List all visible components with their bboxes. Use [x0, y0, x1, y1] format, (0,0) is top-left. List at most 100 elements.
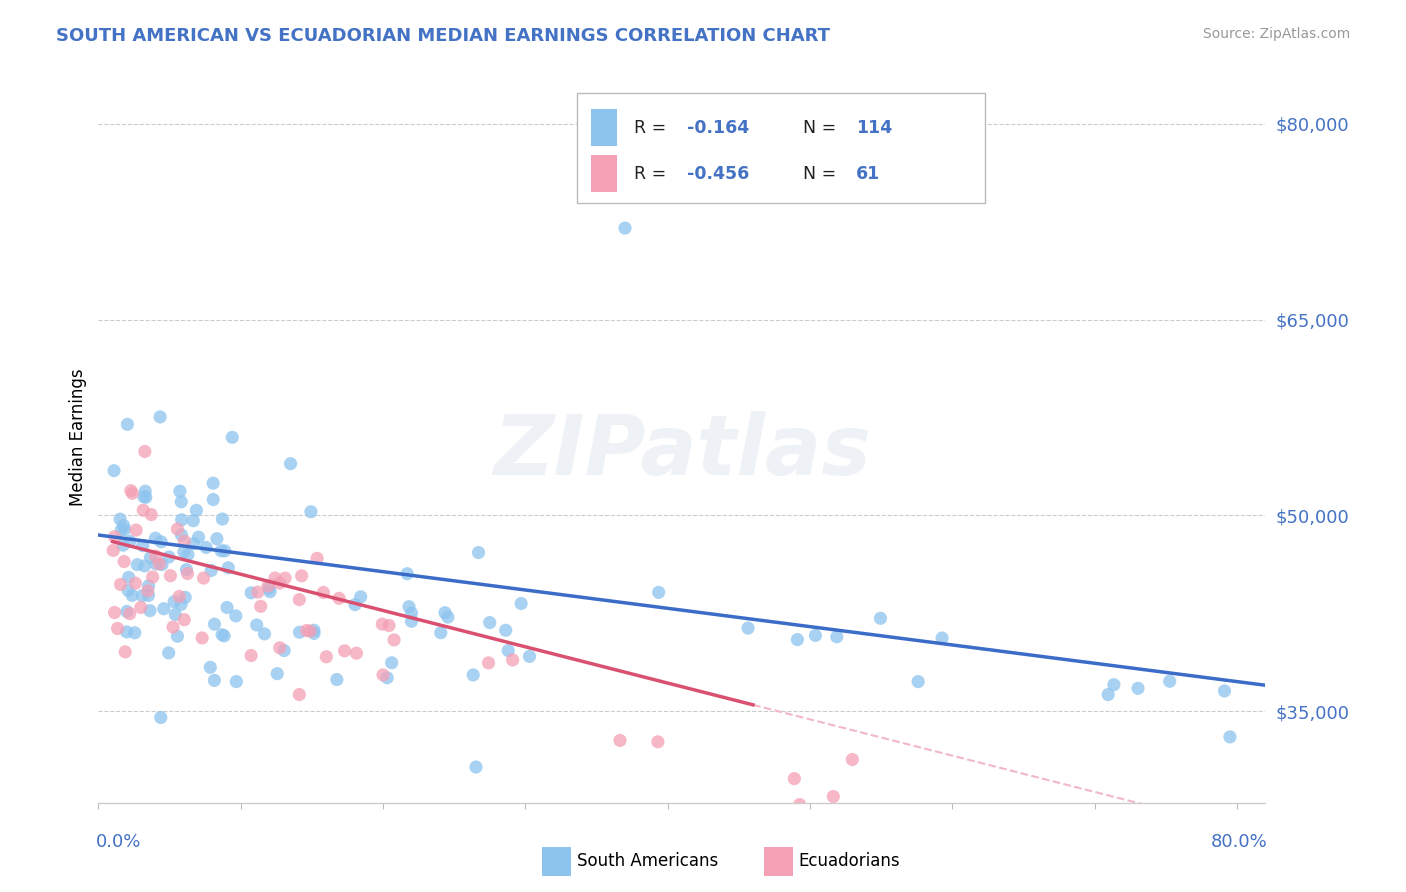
Text: Source: ZipAtlas.com: Source: ZipAtlas.com: [1202, 27, 1350, 41]
Point: [225, 608, 247, 623]
Point: [181, 514, 204, 528]
Point: [121, 589, 143, 603]
Point: [202, 476, 225, 491]
Point: [371, 617, 394, 632]
Point: [110, 523, 132, 537]
Point: [467, 545, 489, 559]
Point: [381, 656, 404, 670]
Point: [121, 486, 143, 500]
Point: [165, 607, 187, 622]
Point: [145, 557, 167, 571]
Text: -0.456: -0.456: [686, 165, 749, 183]
Point: [328, 591, 350, 606]
Point: [134, 444, 156, 458]
Point: [176, 566, 198, 581]
Point: [215, 600, 238, 615]
Point: [134, 484, 156, 499]
Point: [159, 568, 181, 582]
Text: SOUTH AMERICAN VS ECUADORIAN MEDIAN EARNINGS CORRELATION CHART: SOUTH AMERICAN VS ECUADORIAN MEDIAN EARN…: [56, 27, 830, 45]
Bar: [591, 155, 617, 192]
Point: [737, 621, 759, 635]
Point: [264, 571, 287, 585]
Text: 114: 114: [856, 119, 891, 136]
Point: [1102, 678, 1125, 692]
Point: [269, 576, 291, 591]
Point: [217, 561, 239, 575]
Point: [169, 484, 191, 499]
Point: [150, 534, 173, 549]
Point: [315, 649, 337, 664]
Point: [166, 522, 188, 536]
Point: [302, 624, 325, 638]
Point: [170, 598, 193, 612]
Point: [134, 558, 156, 573]
Point: [257, 579, 280, 593]
Point: [375, 671, 398, 685]
Point: [200, 660, 222, 674]
Point: [269, 640, 291, 655]
Point: [170, 495, 193, 509]
Point: [183, 536, 205, 550]
Point: [187, 530, 209, 544]
Point: [783, 772, 806, 786]
Point: [170, 513, 193, 527]
Point: [103, 464, 125, 478]
Point: [401, 606, 423, 620]
Point: [350, 590, 373, 604]
Point: [132, 490, 155, 504]
Point: [288, 592, 311, 607]
Point: [162, 620, 184, 634]
Point: [110, 577, 132, 591]
Point: [118, 607, 141, 621]
Point: [495, 624, 517, 638]
Point: [280, 457, 302, 471]
Point: [131, 589, 153, 603]
Point: [202, 492, 225, 507]
Point: [112, 518, 135, 533]
Point: [149, 409, 172, 424]
Point: [204, 617, 226, 632]
Point: [211, 628, 233, 642]
Text: 80.0%: 80.0%: [1211, 833, 1268, 851]
Point: [149, 710, 172, 724]
Text: -0.164: -0.164: [686, 119, 749, 136]
Point: [145, 531, 167, 545]
Point: [112, 555, 135, 569]
Point: [291, 569, 314, 583]
Point: [253, 627, 276, 641]
Point: [142, 570, 165, 584]
Point: [135, 490, 157, 504]
Text: N =: N =: [803, 165, 842, 183]
Text: Ecuadorians: Ecuadorians: [799, 853, 900, 871]
Point: [246, 618, 269, 632]
Point: [312, 585, 335, 599]
Point: [225, 674, 247, 689]
Point: [177, 548, 200, 562]
Point: [437, 610, 460, 624]
Point: [200, 564, 222, 578]
Point: [211, 512, 233, 526]
Point: [117, 417, 139, 432]
Point: [193, 571, 215, 585]
Point: [647, 735, 669, 749]
Point: [274, 571, 297, 585]
Point: [1213, 684, 1236, 698]
Text: ZIPatlas: ZIPatlas: [494, 411, 870, 492]
Point: [114, 645, 136, 659]
Point: [823, 789, 845, 804]
Point: [259, 584, 281, 599]
Point: [107, 622, 129, 636]
Point: [249, 599, 271, 614]
Point: [166, 629, 188, 643]
Point: [273, 643, 295, 657]
Text: N =: N =: [803, 119, 842, 136]
Point: [139, 604, 162, 618]
Point: [118, 534, 141, 549]
Point: [132, 503, 155, 517]
Point: [841, 752, 863, 766]
Point: [157, 646, 180, 660]
Point: [115, 624, 138, 639]
Point: [433, 606, 456, 620]
Point: [132, 539, 155, 553]
Point: [221, 430, 243, 444]
